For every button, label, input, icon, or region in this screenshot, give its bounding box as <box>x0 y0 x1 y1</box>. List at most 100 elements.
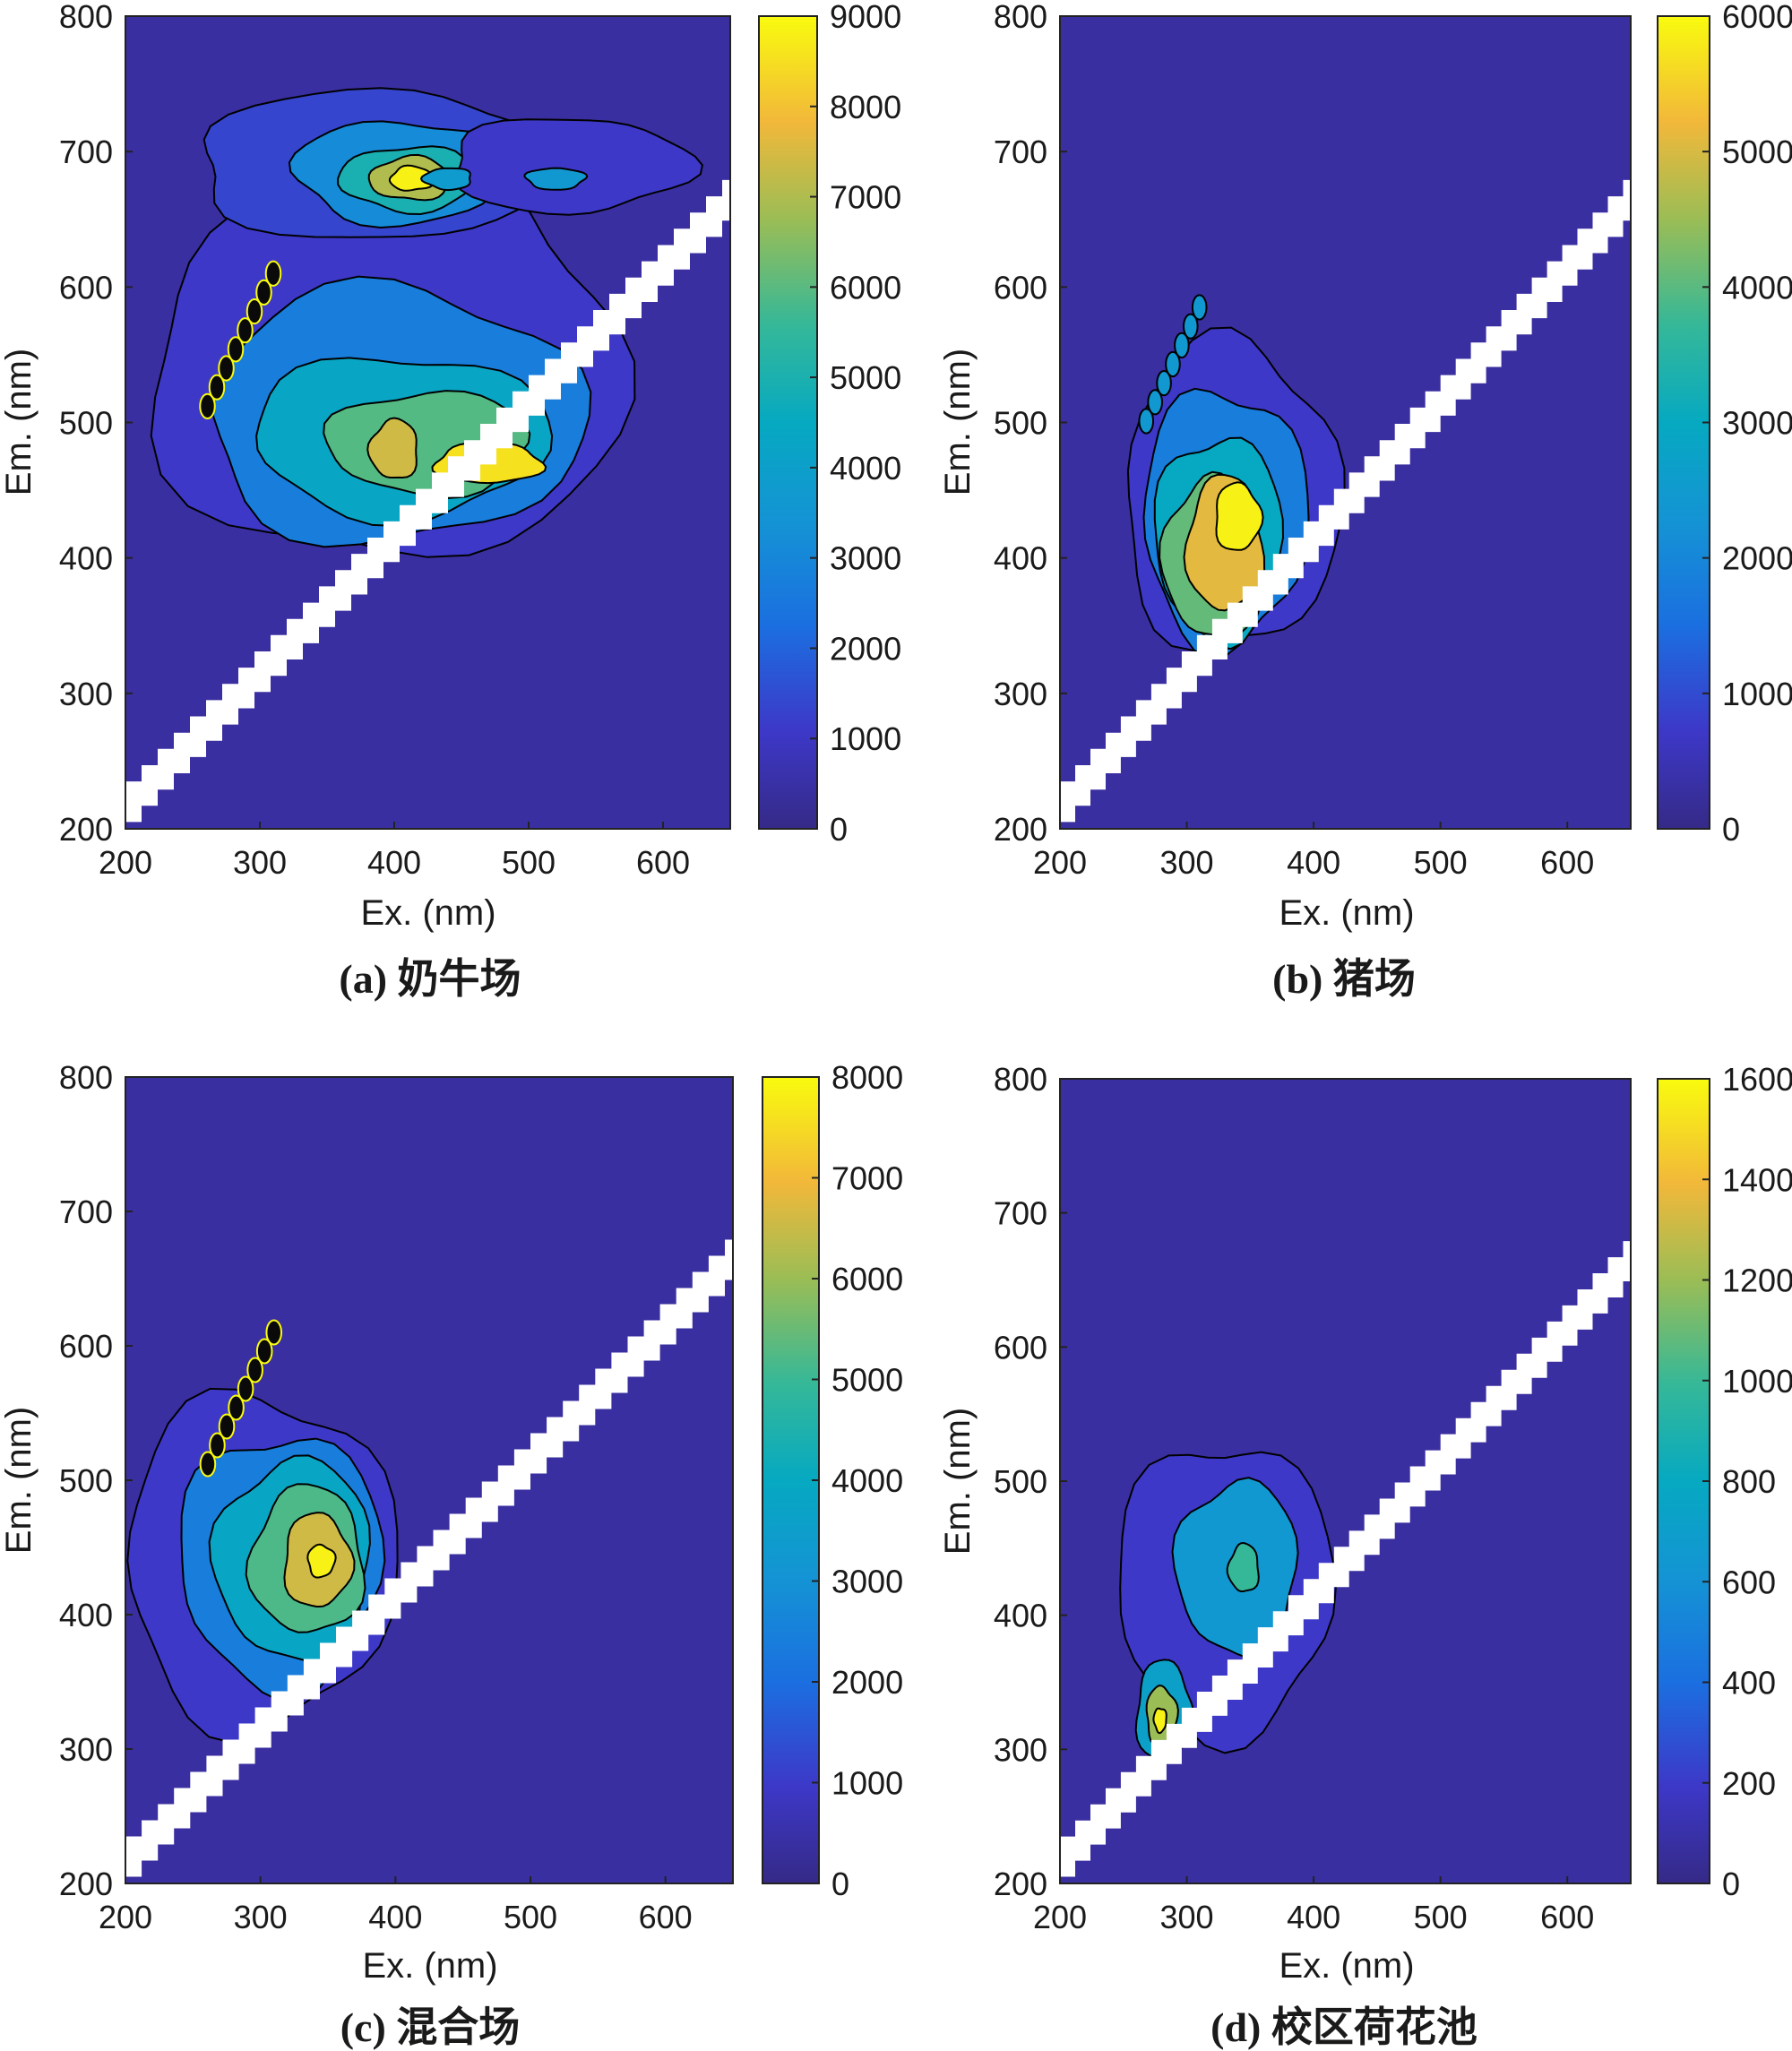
y-tick-label: 200 <box>59 811 113 848</box>
panel-c: 200 300 400 500 600 200 300 400 500 600 700 800 Ex… <box>0 1059 903 2050</box>
x-tick-labels: 200 300 400 500 600 <box>1033 1876 1594 1935</box>
y-tick-label: 300 <box>994 676 1047 712</box>
colorbar-tick-label: 5000 <box>830 359 901 396</box>
panel-caption: (a) 奶牛场 <box>339 956 521 1002</box>
colorbar-tick-label: 3000 <box>831 1564 903 1600</box>
x-tick-label: 500 <box>1414 1899 1468 1935</box>
x-tick-label: 300 <box>233 844 287 881</box>
colorbar-tick-label: 400 <box>1722 1665 1776 1702</box>
y-tick-label: 800 <box>59 1059 113 1096</box>
panel-caption: (d) 校区荷花池 <box>1210 2004 1478 2050</box>
y-tick-label: 300 <box>59 1731 113 1768</box>
colorbar-tick-label: 4000 <box>1722 269 1792 306</box>
colorbar-tick-label: 7000 <box>830 179 901 216</box>
y-tick-label: 600 <box>994 269 1047 306</box>
colorbar-tick-label: 0 <box>1722 1866 1740 1902</box>
y-tick-labels: 200 300 400 500 600 700 800 <box>994 0 1067 848</box>
x-tick-label: 200 <box>99 1899 152 1935</box>
colorbar-tick-label: 6000 <box>830 269 901 306</box>
x-tick-label: 200 <box>1033 1899 1087 1935</box>
scatter-peak <box>199 392 216 419</box>
colorbar-tick-label: 2000 <box>1722 540 1792 577</box>
scatter-peak <box>1147 389 1163 416</box>
scatter-peak <box>1183 313 1199 340</box>
x-tick-label: 300 <box>234 1899 288 1935</box>
y-tick-label: 500 <box>59 1462 113 1499</box>
colorbar-tick-label: 2000 <box>830 630 901 667</box>
contour-level <box>388 164 435 192</box>
contour-level <box>1215 481 1264 551</box>
colorbar-tick-label: 0 <box>831 1866 849 1902</box>
x-tick-label: 200 <box>99 844 152 881</box>
y-axis-title: Em. (nm) <box>938 1408 978 1555</box>
colorbar-tick-label: 1600 <box>1722 1061 1792 1098</box>
colorbar-tick-label: 4000 <box>830 450 901 487</box>
y-tick-labels: 200 300 400 500 600 700 800 <box>994 1061 1067 1902</box>
x-axis-title: Ex. (nm) <box>1279 1946 1414 1986</box>
scatter-peak <box>1138 408 1155 435</box>
scatter-band <box>1060 1241 1631 1877</box>
x-tick-label: 500 <box>504 1899 557 1935</box>
y-tick-label: 700 <box>994 134 1047 170</box>
scatter-peak <box>228 1394 245 1421</box>
y-tick-label: 200 <box>994 811 1047 848</box>
x-tick-labels: 200 300 400 500 600 <box>1033 822 1594 881</box>
x-axis-title: Ex. (nm) <box>360 893 495 933</box>
y-axis-title: Em. (nm) <box>0 349 39 496</box>
colorbar <box>762 1076 820 1884</box>
rayleigh-band <box>125 179 730 823</box>
scatter-peak <box>246 1357 263 1383</box>
x-axis-title: Ex. (nm) <box>1279 893 1414 933</box>
colorbar <box>1657 15 1710 830</box>
x-tick-label: 400 <box>367 844 421 881</box>
y-tick-label: 600 <box>59 1328 113 1365</box>
x-tick-label: 600 <box>1540 1899 1594 1935</box>
colorbar-tick-label: 6000 <box>831 1261 903 1297</box>
colorbar-tick-labels: 0 1000 2000 3000 4000 5000 6000 7000 8000 9000 <box>810 0 901 848</box>
x-tick-labels: 200 300 400 500 600 <box>99 822 690 881</box>
contour-layer <box>1126 294 1346 660</box>
rayleigh-band <box>125 1239 733 1877</box>
scatter-band <box>125 1239 733 1877</box>
panel-d: 200 300 400 500 600 200 300 400 500 600 700 800 Ex… <box>938 1061 1792 2050</box>
colorbar-tick-labels: 0 1000 2000 3000 4000 5000 6000 7000 8000 <box>812 1059 903 1902</box>
colorbar-tick-label: 4000 <box>831 1462 903 1499</box>
panel-caption: (b) 猪场 <box>1272 956 1416 1002</box>
y-tick-label: 500 <box>994 1463 1047 1500</box>
y-axis-title: Em. (nm) <box>0 1407 39 1554</box>
y-tick-label: 400 <box>994 1598 1047 1634</box>
scatter-peak <box>1156 370 1172 397</box>
scatter-peak <box>208 374 226 401</box>
scatter-peak <box>218 1413 236 1440</box>
x-tick-label: 600 <box>639 1899 693 1935</box>
colorbar-tick-label: 8000 <box>831 1059 903 1096</box>
rayleigh-band <box>1060 179 1631 823</box>
scatter-band <box>1060 179 1631 823</box>
contour-level <box>366 417 418 479</box>
y-tick-label: 200 <box>994 1866 1047 1902</box>
scatter-peak <box>209 1432 226 1459</box>
scatter-peak <box>255 279 272 306</box>
scatter-peak <box>1174 332 1190 358</box>
colorbar-tick-label: 2000 <box>831 1664 903 1701</box>
contour-level <box>523 167 589 191</box>
x-tick-label: 300 <box>1160 844 1214 881</box>
y-tick-label: 800 <box>994 0 1047 35</box>
colorbar-tick-labels: 0 1000 2000 3000 4000 5000 6000 <box>1702 0 1792 848</box>
contour-level <box>306 1543 337 1579</box>
x-tick-label: 500 <box>1414 844 1468 881</box>
y-tick-label: 500 <box>994 405 1047 442</box>
scatter-peak <box>1165 350 1181 378</box>
colorbar <box>758 15 818 830</box>
colorbar <box>1657 1078 1710 1884</box>
contour-layer <box>1119 1451 1337 1763</box>
scatter-peak <box>265 1319 283 1346</box>
scatter-peak <box>227 336 245 363</box>
scatter-peak <box>246 297 263 325</box>
y-axis-title: Em. (nm) <box>938 349 978 496</box>
x-tick-label: 300 <box>1160 1899 1214 1935</box>
colorbar-tick-label: 7000 <box>831 1160 903 1197</box>
y-tick-label: 400 <box>59 540 113 577</box>
y-tick-label: 500 <box>59 405 113 442</box>
